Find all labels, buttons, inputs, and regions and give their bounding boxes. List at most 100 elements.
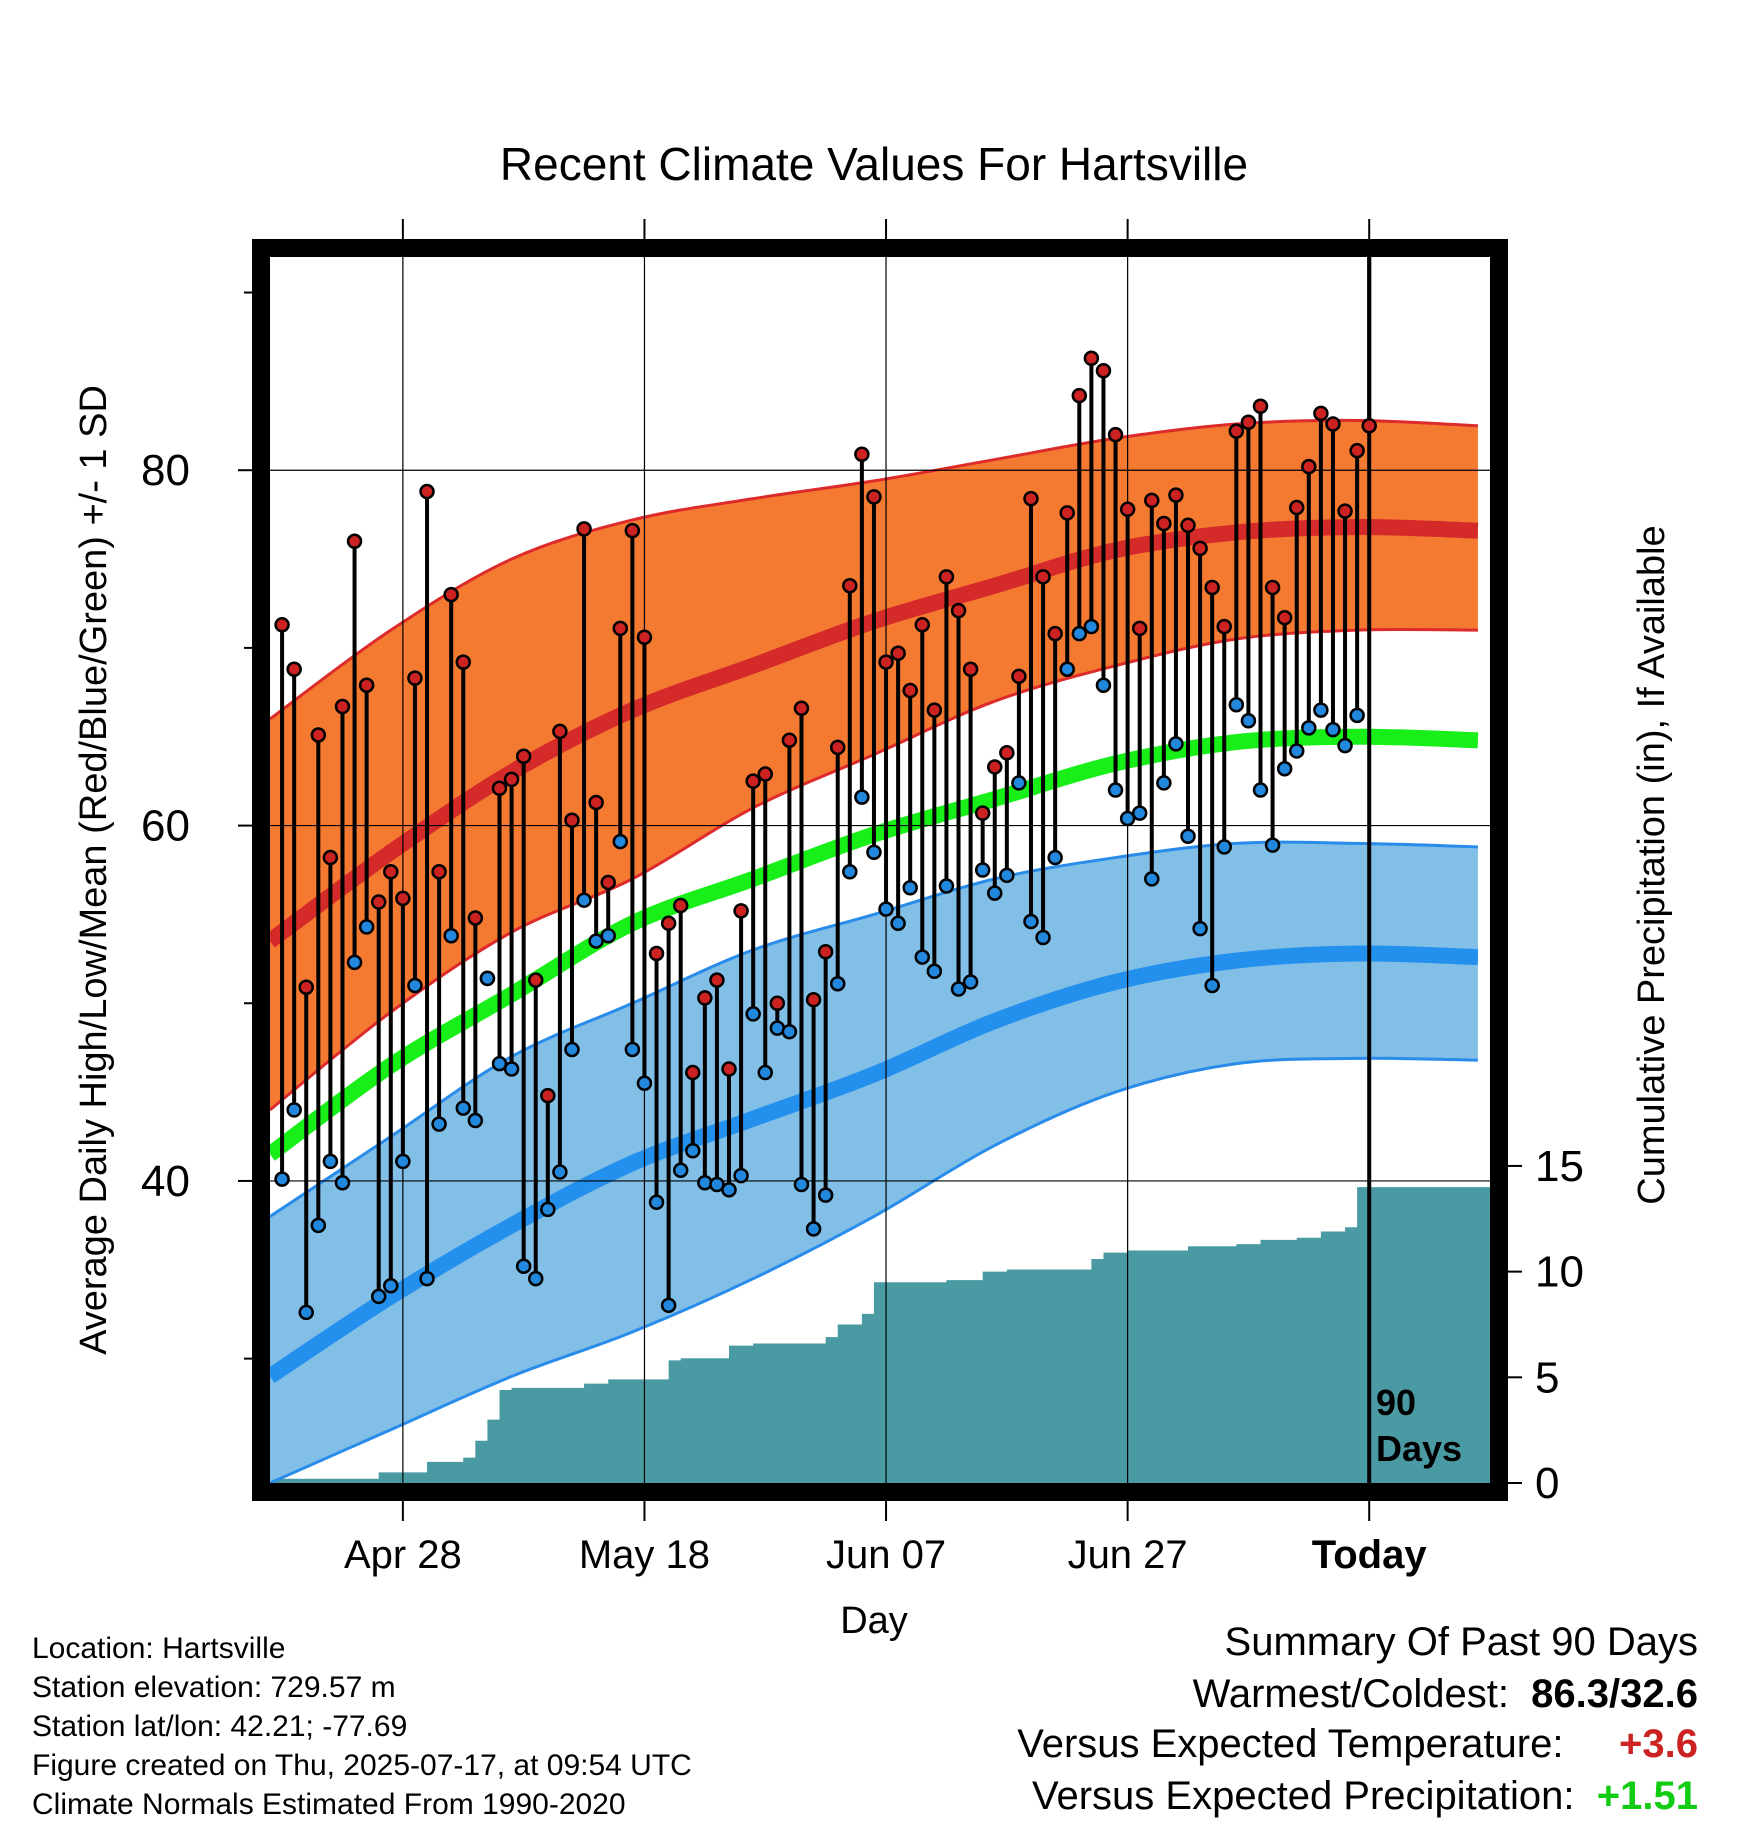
low-point [1337,737,1353,754]
low-point [1276,760,1293,777]
high-point [612,620,629,637]
low-point [443,927,459,944]
high-point [419,483,435,500]
x-axis-label: Day [840,1600,908,1642]
summary-title: Summary Of Past 90 Days [1224,1620,1698,1664]
low-point [721,1182,737,1198]
low-point [1131,805,1148,821]
x-tick-label: Today [1312,1533,1428,1577]
low-point [1011,775,1027,791]
low-point [854,789,870,805]
high-point [334,698,351,715]
y2-axis-label: Cumulative Precipitation (in), If Availa… [1631,525,1673,1204]
low-point [926,963,943,980]
high-point [346,533,363,550]
low-point [322,1153,339,1170]
high-point [685,1064,701,1081]
low-point [672,1162,689,1179]
high-point [1095,362,1112,379]
high-point [358,677,375,693]
low-point [1240,712,1257,729]
low-point [527,1270,544,1287]
high-point [914,617,931,633]
precipitation-area [270,1187,1490,1483]
x-tick-label: May 18 [579,1533,710,1577]
low-point [1035,929,1051,946]
low-point [793,1176,810,1193]
high-point [1119,501,1136,518]
high-point [829,739,846,756]
low-point [1228,697,1245,713]
y-tick-label: 60 [141,802,190,851]
low-point [842,864,858,880]
high-point [769,995,786,1012]
low-point [1264,837,1281,853]
high-point [1144,492,1160,509]
high-point [962,661,979,677]
high-point [999,744,1015,761]
high-point [878,654,894,670]
high-point [1180,517,1196,534]
high-point [1301,458,1317,475]
high-point [1156,515,1172,532]
high-point [1240,414,1257,430]
high-point [600,874,616,891]
summary-temp-label: Versus Expected Temperature: [1017,1722,1564,1766]
high-point [1264,579,1281,596]
summary-temp: Versus Expected Temperature: +3.6 [1017,1722,1698,1767]
chart-title: Recent Climate Values For Hartsville [500,138,1248,190]
high-point [938,569,955,585]
low-point [383,1278,399,1294]
daily-points [274,350,1377,1321]
x-tick-label: Apr 28 [344,1533,462,1577]
high-point [1035,569,1051,585]
low-point [1107,782,1124,798]
y2-tick-label: 5 [1535,1353,1559,1402]
low-point [974,862,991,878]
high-point [552,723,568,740]
high-point [1325,416,1341,432]
high-point [660,915,677,932]
low-point [902,880,918,896]
low-point [938,878,955,894]
low-point [334,1174,351,1191]
low-point [1023,913,1039,930]
normal-high-line [270,519,1479,948]
low-point [395,1153,411,1170]
low-point [999,867,1015,884]
high-point [1011,668,1027,685]
high-point [467,910,484,926]
summary-precip-label: Versus Expected Precipitation: [1032,1774,1575,1818]
high-point [733,903,749,919]
high-point [431,864,447,880]
high-point [1059,505,1075,521]
low-point [914,949,931,965]
footer-normals: Climate Normals Estimated From 1990-2020 [32,1788,626,1821]
high-point [697,990,713,1006]
low-point [1325,721,1341,738]
low-point [540,1201,556,1218]
low-point [515,1258,532,1274]
footer-created: Figure created on Thu, 2025-07-17, at 09… [32,1749,692,1782]
low-point [576,892,592,908]
high-point [781,732,798,749]
high-point [1071,387,1088,404]
low-point [346,954,363,971]
high-point [1252,398,1269,415]
high-point [286,661,302,677]
summary-precip: Versus Expected Precipitation: +1.51 [1032,1774,1698,1819]
high-point [576,521,592,537]
high-point [1337,503,1353,519]
high-point [974,805,991,821]
high-point [274,617,290,633]
low-point [310,1217,327,1234]
low-point [817,1187,834,1203]
low-point [636,1075,653,1091]
high-point [636,629,653,645]
low-point [805,1221,822,1237]
low-point [745,1006,761,1022]
y-tick-label: 80 [141,446,190,495]
low-point [286,1102,302,1118]
today-label-line1: 90 [1376,1382,1416,1423]
low-point [866,844,882,860]
